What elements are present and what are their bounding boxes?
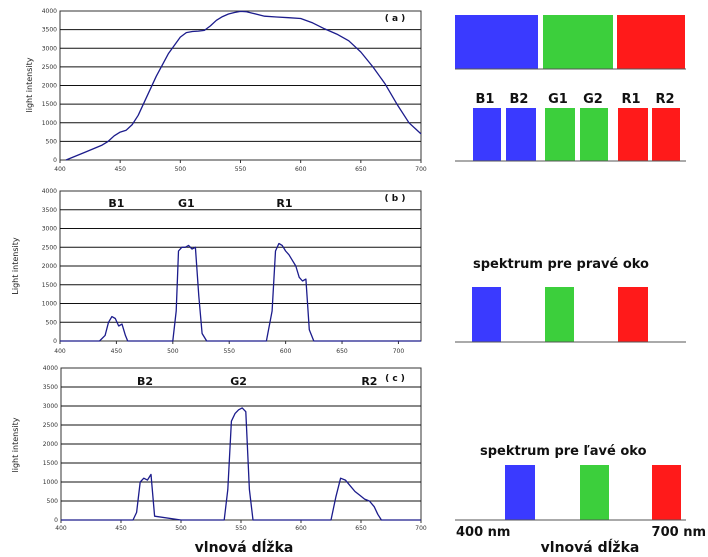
y-axis-label: Light intensity (11, 237, 20, 294)
split-band-b2 (506, 108, 536, 161)
peak-label: G1 (178, 197, 195, 210)
spectrum-line (61, 407, 421, 521)
x-axis-title-right: vlnová dĺžka (541, 538, 640, 556)
chart-3: 0 500 1000 1500 2000 2500 3000 3500 4000 400 450 50… (11, 365, 427, 532)
peak-label: B2 (137, 375, 153, 388)
panel-label: ( b ) (385, 194, 406, 204)
split-band-b1 (473, 108, 501, 161)
x-axis-title-left: vlnová dĺžka (195, 538, 294, 556)
y-tick-label: 0 (54, 517, 58, 524)
split-label-g2: G2 (583, 92, 603, 107)
y-tick-label: 3500 (42, 207, 57, 214)
split-band-r2 (652, 108, 680, 161)
split-label-r1: R1 (621, 92, 640, 107)
left-eye-blue (505, 465, 535, 520)
y-tick-label: 4000 (42, 8, 57, 15)
y-axis-label: light intensity (11, 417, 20, 472)
y-tick-label: 2500 (43, 422, 58, 429)
right-eye-green (545, 287, 574, 342)
chart-1: 0 500 1000 1500 2000 2500 3000 3500 4000 400 450 50… (25, 8, 427, 173)
split-band-r1 (618, 108, 648, 161)
split-label-r2: R2 (655, 92, 674, 107)
y-tick-label: 500 (46, 138, 58, 145)
x-tick-label: 400 (55, 525, 67, 532)
y-tick-label: 2500 (42, 64, 57, 71)
right-eye-title: spektrum pre pravé oko (473, 257, 649, 272)
x-tick-label: 600 (295, 525, 307, 532)
x-tick-label: 450 (111, 348, 123, 355)
left-eye-green (580, 465, 609, 520)
y-tick-label: 3500 (43, 384, 58, 391)
x-tick-label: 500 (175, 166, 187, 173)
full-band-blue (455, 15, 538, 69)
y-tick-label: 4000 (43, 365, 58, 372)
range-start-label: 400 nm (456, 525, 510, 540)
panel-label: ( c ) (385, 374, 405, 384)
x-tick-label: 400 (54, 348, 66, 355)
spectrum-line (65, 10, 422, 161)
left-eye-red (652, 465, 681, 520)
y-tick-label: 2000 (42, 263, 57, 270)
y-tick-label: 1000 (42, 120, 57, 127)
x-tick-label: 550 (223, 348, 235, 355)
y-tick-label: 3000 (42, 226, 57, 233)
panel-label: ( a ) (385, 14, 406, 24)
y-tick-label: 0 (53, 157, 57, 164)
x-tick-label: 650 (355, 525, 367, 532)
right-eye-red (618, 287, 648, 342)
y-tick-label: 3000 (43, 403, 58, 410)
split-band-g1 (545, 108, 575, 161)
range-end-label: 700 nm (652, 525, 706, 540)
peak-label: G2 (230, 375, 247, 388)
x-tick-label: 700 (393, 348, 405, 355)
x-tick-label: 450 (115, 525, 127, 532)
spectrum-line (60, 242, 421, 342)
right-eye-blue (472, 287, 501, 342)
y-tick-label: 500 (47, 498, 59, 505)
chart-2: 0 500 1000 1500 2000 2500 3000 3500 4000 400 450 50… (11, 188, 422, 355)
peak-label: B1 (108, 197, 124, 210)
x-tick-label: 600 (280, 348, 292, 355)
x-tick-label: 650 (336, 348, 348, 355)
full-band-green (543, 15, 613, 69)
x-tick-label: 700 (415, 525, 427, 532)
split-band-g2 (580, 108, 608, 161)
left-eye-title: spektrum pre ľavé oko (480, 444, 647, 459)
y-tick-label: 4000 (42, 188, 57, 195)
y-tick-label: 3000 (42, 45, 57, 52)
y-tick-label: 3500 (42, 27, 57, 34)
y-tick-label: 2500 (42, 244, 57, 251)
peak-label: R1 (276, 197, 292, 210)
x-tick-label: 600 (295, 166, 307, 173)
peak-label: R2 (361, 375, 377, 388)
color-band-diagram: B1 B2 G1 G2 R1 R2 spektrum pre pravé oko… (455, 15, 706, 540)
x-tick-label: 500 (167, 348, 179, 355)
y-tick-label: 2000 (42, 83, 57, 90)
x-tick-label: 450 (114, 166, 126, 173)
x-tick-label: 550 (235, 166, 247, 173)
y-tick-label: 1500 (42, 101, 57, 108)
y-tick-label: 1000 (42, 301, 57, 308)
y-tick-label: 2000 (43, 441, 58, 448)
y-tick-label: 1000 (43, 479, 58, 486)
y-tick-label: 1500 (42, 282, 57, 289)
x-tick-label: 650 (355, 166, 367, 173)
y-axis-label: light intensity (25, 57, 34, 112)
x-tick-label: 700 (415, 166, 427, 173)
split-label-b1: B1 (476, 92, 495, 107)
y-tick-label: 1500 (43, 460, 58, 467)
split-label-g1: G1 (548, 92, 568, 107)
y-tick-label: 500 (46, 319, 58, 326)
split-label-b2: B2 (510, 92, 529, 107)
full-band-red (617, 15, 685, 69)
x-tick-label: 400 (54, 166, 66, 173)
x-tick-label: 550 (235, 525, 247, 532)
x-tick-label: 500 (175, 525, 187, 532)
y-tick-label: 0 (53, 338, 57, 345)
